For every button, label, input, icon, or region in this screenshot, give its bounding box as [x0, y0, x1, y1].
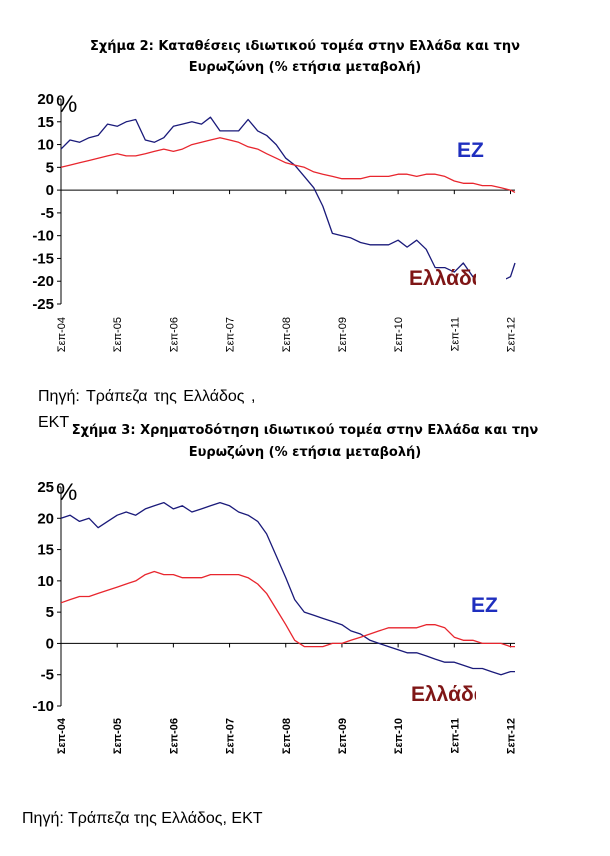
y-tick-label: 20 — [37, 91, 54, 108]
chart-2-title-line-1: Σχήμα 3: Χρηματοδότηση ιδιωτικού τομέα σ… — [71, 423, 539, 438]
series-line-greece — [60, 570, 515, 648]
x-tick-label: Σεπ-09 — [337, 718, 349, 754]
series-line-ez — [60, 116, 516, 282]
series-line-greece — [60, 137, 516, 193]
y-tick-label: 10 — [37, 573, 54, 590]
x-tick-label: Σεπ-07 — [225, 718, 237, 754]
y-tick-label: 15 — [37, 114, 54, 131]
y-tick-label: -15 — [32, 250, 54, 267]
y-tick-label: -20 — [32, 273, 54, 290]
chart-1-source-extra: ΕΚΤ — [38, 414, 70, 431]
y-tick-label: 10 — [37, 137, 54, 154]
y-tick-label: 5 — [46, 604, 54, 621]
y-tick-label: -10 — [32, 698, 54, 715]
unit-label: % — [56, 479, 77, 506]
x-tick-label: Σεπ-12 — [506, 718, 518, 754]
x-tick-label: Σεπ-07 — [225, 317, 237, 352]
chart-1-title-line-2: Ευρωζώνη (% ετήσια μεταβολή) — [188, 60, 422, 75]
x-tick-label: Σεπ-08 — [281, 317, 293, 352]
series-label-greece: Ελλάδα — [409, 267, 485, 290]
x-tick-label: Σεπ-04 — [56, 717, 68, 754]
x-tick-label: Σεπ-04 — [56, 317, 68, 352]
series-label-ez: ΕΖ — [457, 139, 484, 162]
x-tick-label: Σεπ-10 — [393, 317, 405, 352]
x-tick-label: Σεπ-06 — [168, 317, 180, 352]
y-tick-label: -25 — [32, 296, 54, 313]
y-tick-label: 20 — [37, 510, 54, 527]
x-tick-label: Σεπ-10 — [393, 718, 405, 754]
chart-1-source: Πηγή: Τράπεζα της Ελλάδος , — [38, 388, 256, 405]
label-clip-mask — [476, 679, 506, 707]
chart-1-title-line-1: Σχήμα 2: Καταθέσεις ιδιωτικού τομέα στην… — [90, 39, 520, 54]
label-clip-mask — [476, 263, 506, 291]
y-tick-label: -5 — [41, 667, 54, 684]
chart-2: 25 20 15 10 5 0 -5 -10% Σεπ-04 Σεπ-05 Σεπ-06 Σεπ-07… — [32, 479, 518, 754]
series-label-greece: Ελλάδα — [411, 683, 487, 706]
y-tick-label: 0 — [46, 635, 54, 652]
y-tick-label: 0 — [46, 182, 54, 199]
x-tick-label: Σεπ-08 — [281, 718, 293, 754]
chart-2-source: Πηγή: Τράπεζα της Ελλάδος, ΕΚΤ — [22, 810, 263, 827]
chart-2-title-line-2: Ευρωζώνη (% ετήσια μεταβολή) — [188, 445, 422, 460]
x-tick-label: Σεπ-11 — [449, 718, 461, 754]
x-tick-label: Σεπ-05 — [112, 718, 124, 754]
y-tick-label: 5 — [46, 159, 54, 176]
chart-1: 20 15 10 5 0 -5 -10 -15 -20 -25% Σεπ-04 Σεπ-05 Σεπ-0… — [32, 91, 518, 352]
y-tick-label: -5 — [41, 205, 54, 222]
x-tick-label: Σεπ-09 — [337, 317, 349, 352]
y-tick-label: 15 — [37, 542, 54, 559]
series-label-ez: ΕΖ — [471, 594, 498, 617]
x-tick-label: Σεπ-06 — [168, 718, 180, 754]
x-tick-label: Σεπ-12 — [506, 317, 518, 352]
y-tick-label: 25 — [37, 479, 54, 496]
y-tick-label: -10 — [32, 228, 54, 245]
series-line-ez — [60, 501, 515, 676]
x-tick-label: Σεπ-05 — [112, 317, 124, 352]
x-tick-label: Σεπ-11 — [449, 317, 461, 351]
unit-label: % — [56, 91, 77, 118]
